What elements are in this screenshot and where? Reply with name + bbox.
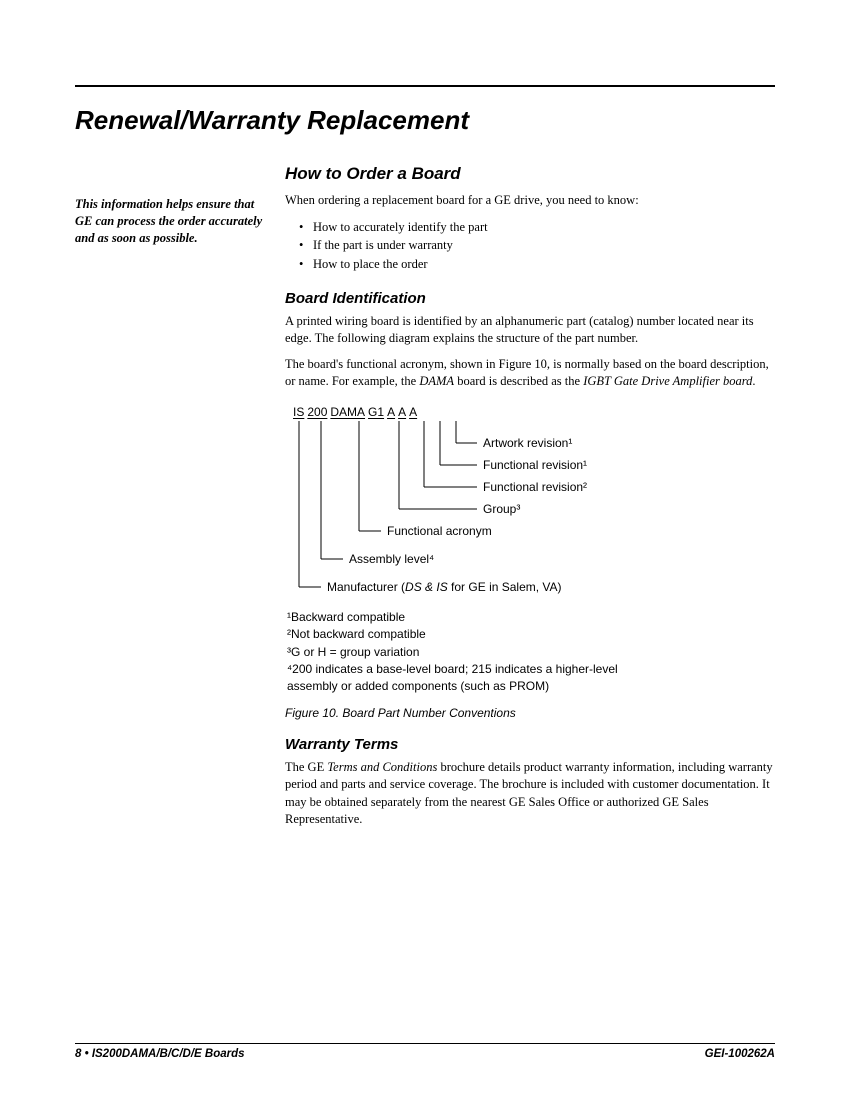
text-span: .: [752, 374, 755, 388]
footnote: ³G or H = group variation: [287, 644, 627, 661]
footnotes: ¹Backward compatible ²Not backward compa…: [287, 609, 627, 696]
pn-seg-funcrev2: A: [387, 405, 395, 419]
main-column: How to Order a Board When ordering a rep…: [285, 164, 775, 837]
list-item: •How to place the order: [285, 255, 775, 274]
bullet-text: How to place the order: [313, 255, 428, 274]
footnote: ¹Backward compatible: [287, 609, 627, 626]
text-span: board is described as the: [454, 374, 583, 388]
emphasis: Terms and Conditions: [327, 760, 437, 774]
side-note: This information helps ensure that GE ca…: [75, 196, 270, 247]
page-number: 8 •: [75, 1048, 92, 1060]
footnote: ²Not backward compatible: [287, 626, 627, 643]
text-span: The GE: [285, 760, 327, 774]
svg-text:Group³: Group³: [483, 502, 520, 516]
part-number-line: IS 200 DAMA G1 A A A: [293, 405, 775, 419]
footer-row: 8 • IS200DAMA/B/C/D/E Boards GEI-100262A: [75, 1048, 775, 1060]
emphasis: DAMA: [419, 374, 454, 388]
svg-text:Artwork revision¹: Artwork revision¹: [483, 436, 572, 450]
part-number-connectors: Artwork revision¹ Functional revision¹ Fun…: [285, 421, 755, 601]
top-rule: [75, 85, 775, 87]
pn-seg-assembly: 200: [307, 405, 327, 419]
heading-warranty: Warranty Terms: [285, 736, 775, 753]
footer-left: 8 • IS200DAMA/B/C/D/E Boards: [75, 1048, 245, 1060]
board-id-p1: A printed wiring board is identified by …: [285, 313, 775, 348]
pn-seg-acronym: DAMA: [330, 405, 365, 419]
pn-seg-group: G1: [368, 405, 384, 419]
pn-seg-artwork: A: [409, 405, 417, 419]
figure-caption: Figure 10. Board Part Number Conventions: [285, 706, 775, 720]
heading-board-id: Board Identification: [285, 290, 775, 307]
list-item: •If the part is under warranty: [285, 236, 775, 255]
warranty-paragraph: The GE Terms and Conditions brochure det…: [285, 759, 775, 829]
document-page: Renewal/Warranty Replacement This inform…: [0, 0, 850, 1100]
bullet-text: If the part is under warranty: [313, 236, 453, 255]
board-id-p2: The board's functional acronym, shown in…: [285, 356, 775, 391]
bullet-icon: •: [285, 236, 313, 255]
pn-seg-manufacturer: IS: [293, 405, 304, 419]
page-footer: 8 • IS200DAMA/B/C/D/E Boards GEI-100262A: [75, 1043, 775, 1060]
svg-text:Functional acronym: Functional acronym: [387, 524, 492, 538]
svg-text:Functional revision¹: Functional revision¹: [483, 458, 587, 472]
bullet-list: •How to accurately identify the part •If…: [285, 218, 775, 274]
doc-title-footer: IS200DAMA/B/C/D/E Boards: [92, 1048, 245, 1060]
page-title: Renewal/Warranty Replacement: [75, 105, 775, 136]
emphasis: IGBT Gate Drive Amplifier board: [583, 374, 752, 388]
footer-right: GEI-100262A: [705, 1048, 775, 1060]
pn-seg-funcrev1: A: [398, 405, 406, 419]
bullet-icon: •: [285, 218, 313, 237]
svg-text:Manufacturer (DS & IS for GE i: Manufacturer (DS & IS for GE in Salem, V…: [327, 580, 562, 594]
svg-text:Assembly level⁴: Assembly level⁴: [349, 552, 434, 566]
heading-how-to-order: How to Order a Board: [285, 164, 775, 184]
bullet-icon: •: [285, 255, 313, 274]
part-number-diagram: IS 200 DAMA G1 A A A Artwork revision¹ Fu…: [285, 405, 775, 601]
content-row: This information helps ensure that GE ca…: [75, 164, 775, 837]
footer-rule: [75, 1043, 775, 1044]
footnote: ⁴200 indicates a base-level board; 215 i…: [287, 661, 627, 696]
svg-text:Functional revision²: Functional revision²: [483, 480, 587, 494]
intro-paragraph: When ordering a replacement board for a …: [285, 192, 775, 210]
bullet-text: How to accurately identify the part: [313, 218, 488, 237]
list-item: •How to accurately identify the part: [285, 218, 775, 237]
side-column: This information helps ensure that GE ca…: [75, 164, 270, 837]
